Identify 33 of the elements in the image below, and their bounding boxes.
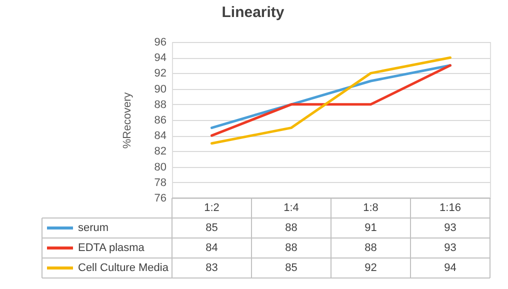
y-tick-label: 88: [154, 98, 166, 111]
data-label: 85: [285, 262, 298, 274]
y-tick-label: 86: [154, 114, 166, 126]
y-tick-label: 82: [154, 146, 166, 158]
x-tick-label: 1:16: [440, 202, 461, 214]
y-tick-label: 90: [154, 83, 166, 96]
y-tick-label: 96: [154, 36, 166, 48]
y-tick-label: 92: [154, 68, 166, 80]
data-label: 84: [206, 242, 218, 254]
data-label: 83: [206, 262, 218, 274]
data-label: 91: [364, 222, 377, 234]
x-tick-label: 1:4: [284, 202, 299, 214]
x-tick-label: 1:8: [363, 202, 378, 214]
data-label: 94: [444, 262, 456, 274]
data-label: 88: [285, 222, 298, 234]
y-axis-title: %Recovery: [122, 92, 134, 149]
line-series: [210, 56, 452, 145]
y-tick-label: 94: [154, 52, 166, 64]
y-tick-label: 78: [154, 176, 166, 189]
data-label: 92: [364, 262, 377, 274]
chart-title: Linearity: [222, 4, 285, 21]
legend-label: serum: [78, 222, 109, 234]
data-label: 93: [444, 242, 456, 254]
x-tick-label: 1:2: [204, 202, 220, 214]
data-label: 88: [364, 242, 377, 254]
data-label: 93: [444, 222, 456, 234]
legend-label: Cell Culture Media: [78, 262, 170, 274]
data-label: 85: [206, 222, 218, 234]
y-tick-label: 80: [154, 161, 166, 174]
data-label: 88: [285, 242, 298, 254]
y-tick-label: 84: [154, 130, 166, 142]
legend-label: EDTA plasma: [78, 242, 146, 254]
y-tick-label: 76: [154, 192, 166, 204]
